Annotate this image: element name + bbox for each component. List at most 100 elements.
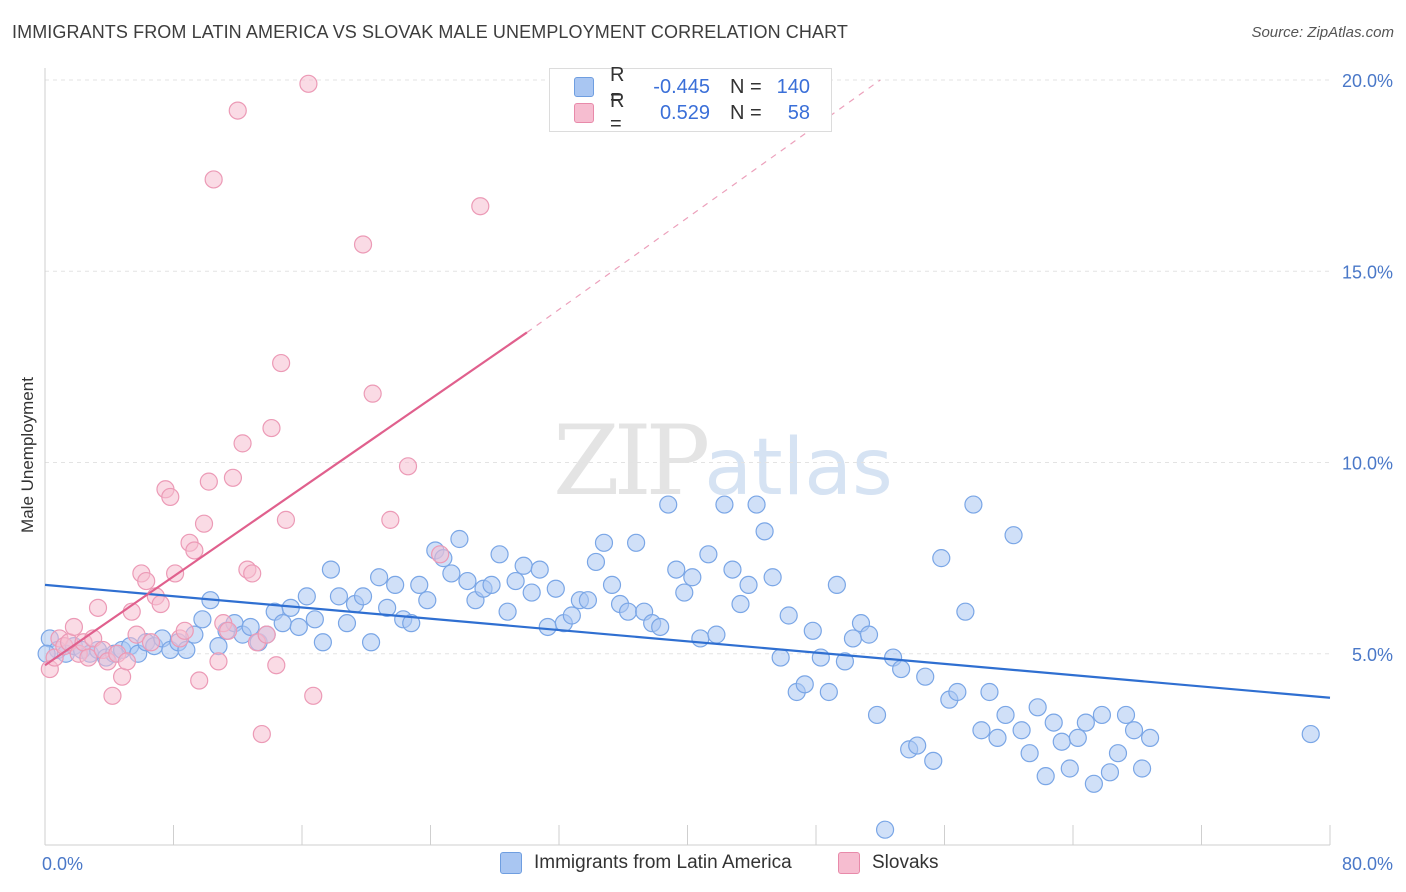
latin-america-point	[370, 568, 389, 587]
latin-america-point	[1068, 728, 1087, 748]
latin-america-point	[361, 633, 381, 652]
slovaks-point	[64, 617, 84, 637]
slovaks-point	[219, 621, 238, 640]
latin-america-point	[667, 560, 686, 579]
latin-america-point	[209, 636, 228, 656]
x-tick-label: 0.0%	[42, 854, 83, 874]
latin-america-point	[273, 614, 292, 633]
latin-america-point	[1108, 744, 1128, 763]
latin-america-point	[410, 575, 429, 595]
slovaks-point	[243, 564, 262, 583]
legend-r-label: R =	[610, 64, 625, 109]
slovaks-point	[190, 671, 209, 690]
legend-r-value: -0.445	[653, 75, 710, 98]
latin-america-point	[675, 583, 694, 602]
y-tick-label: 15.0%	[1342, 262, 1393, 282]
latin-america-point	[1028, 698, 1047, 717]
slovaks-point	[228, 101, 247, 120]
latin-america-point	[297, 587, 316, 606]
latin-america-point	[1004, 526, 1023, 545]
legend-n-value: 140	[776, 75, 810, 98]
latin-america-point	[626, 533, 646, 552]
latin-america-point	[859, 625, 879, 644]
latin-america-point	[193, 610, 212, 629]
slovaks-point	[363, 384, 382, 403]
latin-america-point	[827, 575, 846, 595]
latin-america-point	[506, 571, 525, 591]
latin-america-point	[458, 571, 477, 591]
slovaks-point	[272, 353, 291, 373]
slovaks-point	[88, 598, 108, 617]
latin-america-point	[980, 682, 999, 702]
slovaks-point	[267, 656, 286, 675]
slovaks-point	[209, 652, 228, 671]
slovaks-point	[103, 686, 122, 705]
latin-america-point	[329, 587, 349, 606]
latin-america-point	[313, 633, 332, 652]
latin-america-point	[651, 617, 670, 637]
slovaks-point	[141, 633, 161, 652]
y-tick-label: 20.0%	[1342, 71, 1393, 91]
legend-swatch-latin-america	[574, 77, 594, 97]
latin-america-point	[1092, 705, 1112, 725]
legend-n-label: N =	[730, 101, 762, 124]
latin-america-point	[337, 614, 357, 633]
latin-america-point	[594, 533, 614, 552]
latin-america-point	[321, 560, 341, 579]
latin-america-point	[378, 598, 397, 617]
legend-n-label: N =	[730, 75, 762, 98]
latin-america-point	[1052, 732, 1071, 751]
legend-item-slovaks[interactable]: Slovaks	[838, 852, 939, 874]
latin-america-point	[1124, 721, 1144, 740]
latin-america-point	[602, 575, 622, 595]
latin-america-point	[892, 659, 911, 679]
slovaks-trendline	[44, 331, 528, 667]
latin-america-point	[819, 682, 838, 702]
latin-america-point	[1116, 705, 1136, 725]
latin-america-point	[289, 617, 308, 637]
latin-america-point	[1020, 744, 1039, 763]
slovaks-point	[199, 472, 218, 491]
latin-america-trendline	[44, 583, 1331, 699]
latin-america-point	[1044, 713, 1063, 732]
legend-item-latin-america[interactable]: Immigrants from Latin America	[500, 852, 792, 874]
stats-legend: R = -0.445 N = 140 R = 0.529 N = 58	[549, 64, 832, 135]
slovaks-point	[175, 621, 194, 640]
latin-america-point	[498, 602, 517, 621]
slovaks-point	[252, 724, 271, 744]
slovaks-point	[185, 541, 204, 560]
latin-america-point	[964, 495, 983, 514]
slovaks-point	[257, 625, 276, 644]
latin-america-point	[908, 736, 927, 755]
latin-america-point	[1100, 763, 1120, 782]
legend-label-slovaks: Slovaks	[872, 852, 939, 873]
latin-america-point	[659, 495, 678, 514]
latin-america-point	[715, 495, 734, 514]
latin-america-point	[538, 617, 557, 637]
legend-label-latin-america: Immigrants from Latin America	[534, 852, 792, 873]
slovaks-point	[233, 434, 252, 453]
latin-america-point	[731, 594, 750, 614]
latin-america-point	[683, 568, 702, 587]
slovaks-point	[304, 686, 323, 705]
latin-america-point	[948, 682, 967, 702]
legend-swatch-slovaks	[574, 103, 594, 123]
latin-america-point	[763, 568, 782, 587]
latin-america-point	[699, 545, 718, 564]
latin-america-point	[739, 575, 758, 595]
slovaks-point	[398, 457, 418, 476]
latin-america-point	[1132, 759, 1152, 778]
latin-america-point	[835, 652, 855, 671]
latin-america-point	[241, 617, 260, 637]
latin-america-point	[755, 522, 774, 541]
latin-america-point	[723, 560, 742, 579]
y-tick-label: 10.0%	[1342, 454, 1393, 474]
slovaks-point	[381, 510, 400, 529]
latin-america-point	[522, 583, 541, 602]
latin-america-point	[956, 602, 975, 621]
slovaks-point	[299, 74, 318, 93]
latin-america-point	[843, 629, 863, 648]
slovaks-point	[223, 468, 243, 487]
latin-america-point	[1301, 724, 1320, 744]
